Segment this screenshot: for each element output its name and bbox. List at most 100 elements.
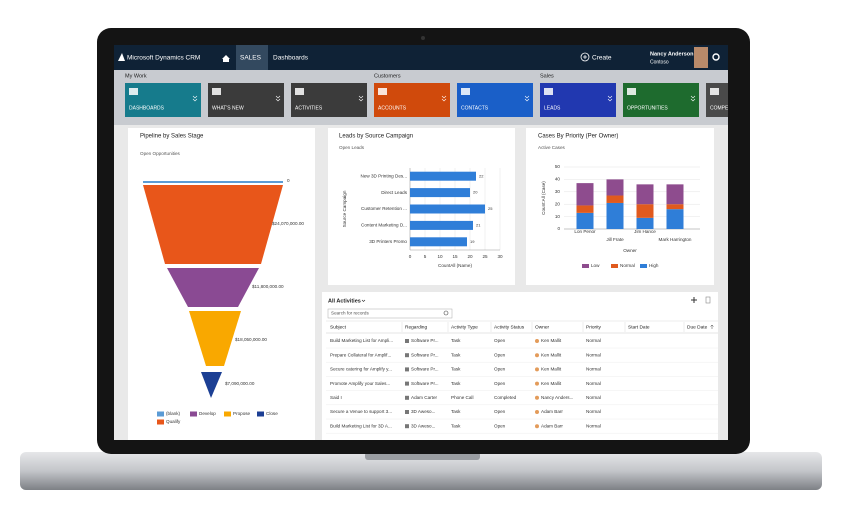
create-icon[interactable] (580, 52, 590, 62)
card-subtitle: Open Opportunities (140, 151, 181, 156)
create-plus (583, 55, 587, 59)
tile-label: LEADS (544, 105, 561, 111)
bar-segment (666, 209, 684, 229)
tile-label: DASHBOARDS (129, 105, 165, 111)
cell[interactable]: Software Pr... (411, 381, 439, 386)
cell[interactable]: Ken Mallit (541, 338, 562, 343)
column-header[interactable]: Owner (535, 324, 550, 330)
x-tick-label: Lon Penor (574, 229, 596, 234)
card-title: Leads by Source Campaign (339, 134, 413, 140)
bar-segment (606, 195, 624, 203)
cell[interactable]: Said I (330, 395, 342, 400)
avatar[interactable] (694, 47, 708, 68)
cell[interactable]: Secure catering for Amplify y... (330, 367, 392, 372)
bar-segment (636, 184, 654, 205)
delete-icon[interactable] (705, 296, 711, 304)
user-name[interactable]: Nancy Anderson (650, 51, 694, 57)
regarding-icon (405, 410, 409, 414)
app-name[interactable]: Microsoft Dynamics CRM (127, 55, 200, 62)
cell[interactable]: 3D Aweso... (411, 409, 435, 414)
tile-label: ACCOUNTS (378, 105, 407, 111)
value-label: 25 (488, 206, 493, 211)
card-subtitle: Open Leads (339, 145, 365, 150)
x-axis-title: Owner (623, 248, 637, 253)
bar-segment (576, 212, 594, 229)
legend-label: Low (591, 263, 600, 268)
bar (410, 204, 485, 214)
cell: Normal (586, 381, 601, 386)
bar-segment (666, 204, 684, 210)
funnel-segment (167, 268, 259, 307)
create-button[interactable]: Create (592, 55, 612, 62)
cell: Open (494, 409, 506, 414)
cell[interactable]: Adam Barr (541, 423, 563, 428)
cell[interactable]: Promote Amplify your Sales... (330, 381, 390, 386)
legend-swatch (190, 411, 197, 417)
cell: Task (451, 423, 461, 428)
cell[interactable]: Build Marketing List for Ampli... (330, 338, 393, 343)
regarding-icon (405, 353, 409, 358)
search-box[interactable] (327, 308, 453, 319)
tile-chevron (690, 95, 696, 102)
cell[interactable]: Ken Mallit (541, 367, 562, 372)
tile-label: ACTIVITIES (295, 105, 323, 111)
funnel-segment (143, 181, 283, 183)
x-tick-label: 20 (467, 254, 473, 259)
cell[interactable]: Ken Mallit (541, 352, 562, 357)
legend-swatch (157, 411, 164, 417)
tile-chevron (441, 95, 447, 102)
home-icon[interactable] (222, 55, 230, 62)
cell[interactable]: Secure a Venue to support 3... (330, 409, 392, 414)
value-label: $11,800,000.00 (252, 284, 284, 289)
cell[interactable]: Adam Barr (541, 409, 563, 414)
cell: Normal (586, 367, 601, 372)
cell: Phone Call (451, 395, 473, 400)
cell[interactable]: Prepare Collateral for Amplif... (330, 352, 391, 357)
column-header[interactable]: Activity Status (494, 324, 525, 330)
tile-chevron (275, 95, 281, 102)
active-tab[interactable] (236, 45, 268, 70)
cell[interactable]: Software Pr... (411, 352, 439, 357)
owner-icon (535, 381, 539, 386)
group-label: My Work (125, 73, 147, 79)
settings-icon[interactable] (712, 53, 720, 61)
owner-icon (535, 353, 539, 358)
column-header[interactable]: Start Date (628, 324, 650, 330)
cell[interactable]: Adam Carter (411, 395, 438, 400)
bar-segment (576, 183, 594, 206)
cell[interactable]: Ken Mallit (541, 381, 562, 386)
card-title: Pipeline by Sales Stage (140, 134, 204, 140)
add-icon[interactable] (691, 297, 697, 303)
legend-label: Qualify (166, 419, 181, 424)
value-label: 0 (287, 178, 290, 183)
card-title: Cases By Priority (Per Owner) (538, 134, 618, 140)
column-header[interactable]: Activity Type (451, 324, 478, 330)
y-tick-label: 0 (557, 226, 560, 231)
area-menu[interactable]: Dashboards (273, 55, 309, 62)
legend-swatch (640, 264, 647, 268)
cell[interactable]: 3D Aweso... (411, 423, 435, 428)
x-tick-label: 25 (482, 254, 488, 259)
nav-bar (114, 45, 728, 70)
column-header[interactable]: Subject (330, 324, 347, 330)
column-header[interactable]: Regarding (405, 324, 427, 330)
screen: Microsoft Dynamics CRM SALES Dashboards … (114, 45, 728, 440)
cell: Open (494, 381, 506, 386)
value-label: 21 (476, 222, 481, 227)
org-name: Contoso (650, 59, 669, 65)
cell[interactable]: Software Pr... (411, 338, 439, 343)
cell[interactable]: Nancy Anders... (541, 395, 573, 400)
column-header[interactable]: Due Date (687, 324, 708, 330)
funnel-segment (201, 372, 222, 398)
column-header[interactable]: Priority (586, 324, 602, 330)
view-selector[interactable]: All Activities (328, 298, 361, 304)
cell[interactable]: Software Pr... (411, 367, 439, 372)
legend-label: Propose (233, 411, 251, 416)
y-tick-label: Direct Leads (381, 190, 407, 195)
y-tick-label: 3D Printers Promo (369, 239, 407, 244)
sales-tab[interactable]: SALES (240, 55, 262, 62)
funnel-segment (189, 311, 241, 366)
bar-segment (636, 217, 654, 229)
cell[interactable]: Build Marketing List for 3D A... (330, 423, 392, 428)
